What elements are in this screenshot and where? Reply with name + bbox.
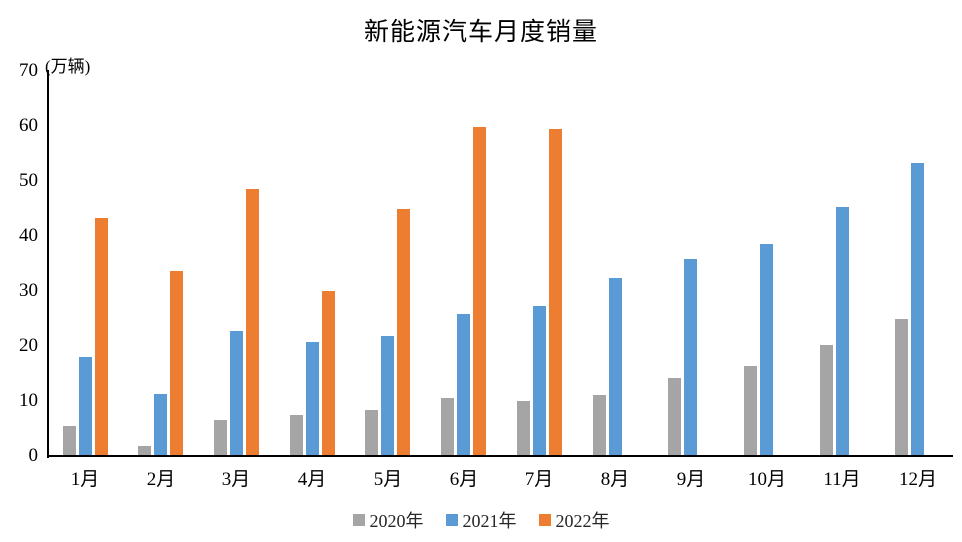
bar-2020年-7月: [517, 401, 530, 455]
bar-2021年-8月: [609, 278, 622, 455]
legend-swatch-icon: [445, 514, 458, 526]
y-tick-label-70: 70: [19, 60, 38, 81]
bar-2020年-5月: [365, 410, 378, 455]
y-tick-label-30: 30: [19, 280, 38, 301]
y-tick-label-40: 40: [19, 225, 38, 246]
x-label-9月: 9月: [676, 469, 706, 490]
bar-2022年-2月: [170, 271, 183, 455]
bar-2020年-6月: [441, 398, 454, 455]
x-label-5月: 5月: [373, 469, 403, 490]
bar-2022年-7月: [549, 129, 562, 455]
legend-item-2022年: 2022年: [538, 507, 610, 533]
x-label-3月: 3月: [221, 469, 251, 490]
bar-2022年-5月: [397, 209, 410, 455]
x-label-7月: 7月: [524, 469, 554, 490]
bar-2021年-5月: [381, 336, 394, 455]
legend-label: 2021年: [462, 511, 517, 531]
bar-2020年-8月: [593, 395, 606, 455]
legend: 2020年 2021年 2022年: [0, 507, 962, 533]
legend-label: 2020年: [369, 511, 424, 531]
bar-2021年-10月: [760, 244, 773, 455]
bar-2021年-7月: [533, 306, 546, 455]
y-axis-line: [47, 70, 49, 458]
bar-2021年-11月: [836, 207, 849, 455]
bar-2020年-10月: [744, 366, 757, 455]
bar-2020年-3月: [214, 420, 227, 455]
bar-2022年-3月: [246, 189, 259, 455]
chart-title: 新能源汽车月度销量: [363, 19, 598, 46]
y-tick-label-0: 0: [28, 445, 39, 466]
bar-2020年-1月: [63, 426, 76, 455]
bar-2021年-12月: [911, 163, 924, 455]
x-axis-line: [47, 455, 953, 457]
y-tick-label-50: 50: [19, 170, 38, 191]
bar-2020年-2月: [138, 446, 151, 455]
bar-2021年-2月: [154, 394, 167, 455]
x-label-2月: 2月: [146, 469, 176, 490]
legend-swatch-icon: [352, 514, 365, 526]
bar-2022年-1月: [95, 218, 108, 455]
bar-2020年-9月: [668, 378, 681, 455]
x-label-6月: 6月: [449, 469, 479, 490]
bar-2020年-11月: [820, 345, 833, 455]
legend-item-2021年: 2021年: [445, 507, 517, 533]
y-tick-label-60: 60: [19, 115, 38, 136]
x-label-4月: 4月: [297, 469, 327, 490]
x-label-10月: 10月: [747, 469, 786, 490]
x-label-11月: 11月: [823, 469, 861, 490]
bar-2022年-4月: [322, 291, 335, 455]
x-label-12月: 12月: [898, 469, 937, 490]
y-axis-unit-label: (万辆): [45, 57, 91, 76]
bar-2021年-6月: [457, 314, 470, 455]
y-tick-label-10: 10: [19, 390, 38, 411]
y-tick-label-20: 20: [19, 335, 38, 356]
x-label-1月: 1月: [70, 469, 100, 490]
bar-2021年-1月: [79, 357, 92, 455]
bar-2020年-12月: [895, 319, 908, 455]
legend-label: 2022年: [555, 511, 610, 531]
bar-2021年-3月: [230, 331, 243, 455]
bar-2020年-4月: [290, 415, 303, 455]
x-label-8月: 8月: [600, 469, 630, 490]
bar-2022年-6月: [473, 127, 486, 455]
bar-2021年-4月: [306, 342, 319, 455]
legend-swatch-icon: [538, 514, 551, 526]
legend-item-2020年: 2020年: [352, 507, 424, 533]
bar-2021年-9月: [684, 259, 697, 455]
